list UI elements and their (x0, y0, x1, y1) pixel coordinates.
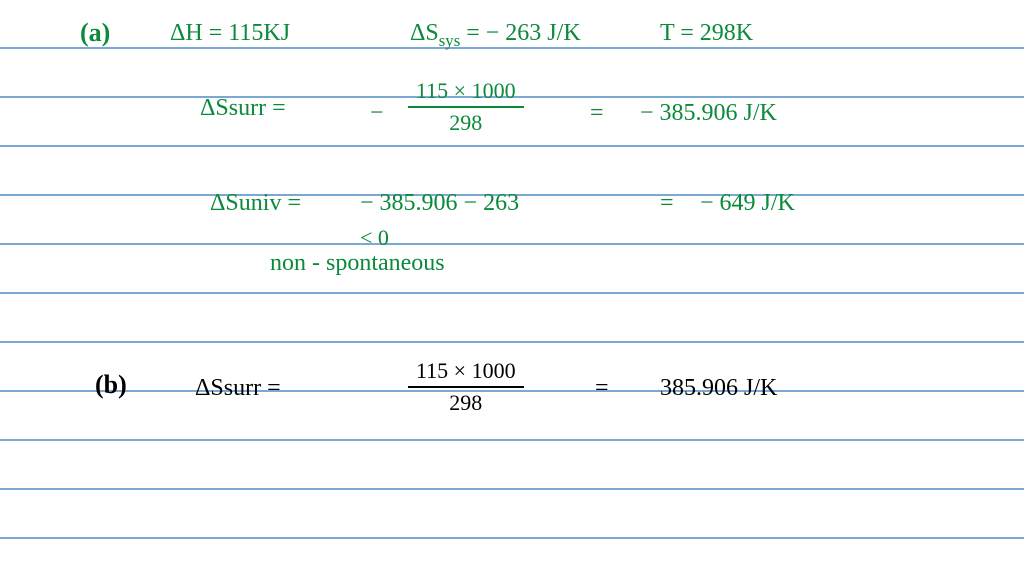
part-b-surr-eq: = (595, 375, 609, 402)
part-b-surr-lhs: ΔSsurr = (195, 375, 281, 402)
dSsys-symbol: ΔS (410, 20, 439, 46)
part-b-surr-frac: 115 × 1000 298 (400, 360, 532, 418)
part-a-T: T = 298K (660, 20, 753, 47)
part-a-label: (a) (80, 18, 110, 48)
frac-num-b: 115 × 1000 (408, 358, 524, 388)
frac-den-b: 298 (441, 388, 490, 416)
frac-num: 115 × 1000 (408, 78, 524, 108)
frac-den: 298 (441, 108, 490, 136)
part-a-dH: ΔH = 115KJ (170, 20, 290, 47)
part-a-surr-neg: − (370, 100, 384, 127)
part-a-surr-frac: 115 × 1000 298 (400, 80, 532, 138)
dSsys-val: = − 263 J/K (466, 20, 580, 46)
part-a-univ-expr: − 385.906 − 263 (360, 190, 519, 217)
part-b-label: (b) (95, 370, 127, 400)
part-a-surr-rhs: − 385.906 J/K (640, 100, 777, 127)
part-a-univ-rhs: − 649 J/K (700, 190, 795, 217)
part-b-surr-rhs: 385.906 J/K (660, 375, 777, 402)
dSsys-sub: sys (439, 31, 460, 50)
part-a-univ-lhs: ΔSuniv = (210, 190, 301, 217)
part-a-conclusion: non - spontaneous (270, 250, 445, 277)
part-a-lt-zero: < 0 (360, 225, 389, 251)
part-a-dSsys: ΔSsys = − 263 J/K (410, 20, 581, 51)
part-a-surr-eq: = (590, 100, 604, 127)
part-a-surr-lhs: ΔSsurr = (200, 95, 286, 122)
part-a-univ-eq: = (660, 190, 674, 217)
